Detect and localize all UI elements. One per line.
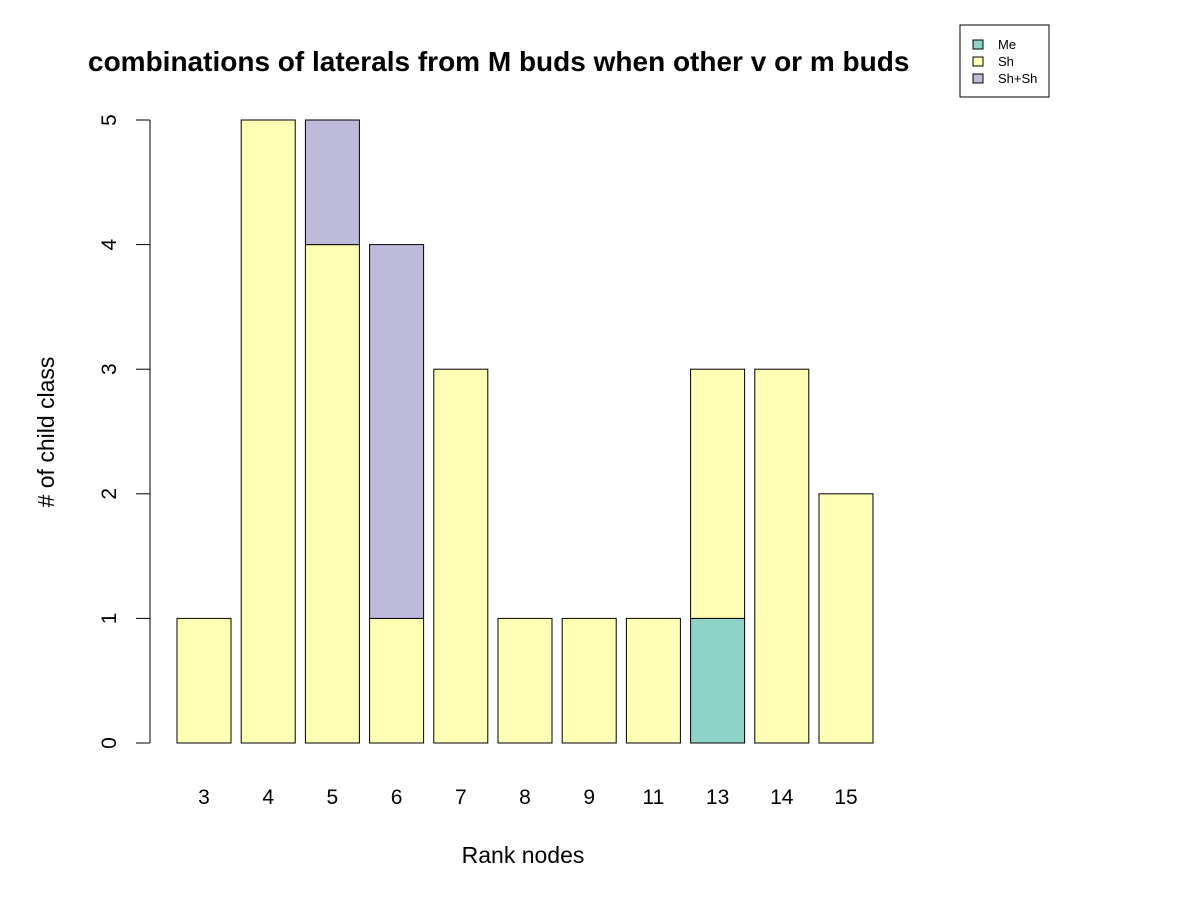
legend-label-sh-plus-sh: Sh+Sh <box>998 71 1037 86</box>
x-tick-label-14: 14 <box>770 786 794 809</box>
bar-segment-sh-5 <box>304 244 360 744</box>
legend-box <box>959 24 1050 98</box>
legend-label-sh: Sh <box>998 54 1014 69</box>
bars-layer <box>176 119 874 744</box>
bar-segment-sh-15 <box>818 493 874 744</box>
x-tick-label-8: 8 <box>519 786 531 809</box>
legend-swatch-me <box>972 39 984 50</box>
legend-swatch-sh-plus-sh <box>972 73 984 84</box>
y-tick-label-0: 0 <box>98 737 121 749</box>
bar-segment-sh-11 <box>625 617 681 744</box>
bar-segment-sh-9 <box>561 617 617 744</box>
bar-segment-sh-4 <box>240 119 296 744</box>
x-tick-label-3: 3 <box>198 786 210 809</box>
y-tick-label-1: 1 <box>98 613 121 625</box>
x-axis-tick-labels: 3 4 5 6 7 8 9 11 13 14 15 <box>198 786 858 809</box>
bar-segment-sh-6 <box>369 617 425 744</box>
y-tick-label-4: 4 <box>98 238 121 250</box>
y-axis-label: # of child class <box>33 357 59 508</box>
bar-segment-sh-13 <box>690 368 746 619</box>
y-tick-label-2: 2 <box>98 488 121 500</box>
x-tick-label-5: 5 <box>327 786 339 809</box>
y-tick-label-3: 3 <box>98 363 121 375</box>
x-tick-label-15: 15 <box>834 786 857 809</box>
legend-label-me: Me <box>998 37 1016 52</box>
bar-segment-sh-plus-sh-6 <box>369 244 425 619</box>
x-tick-label-9: 9 <box>583 786 595 809</box>
x-tick-label-11: 11 <box>642 786 664 809</box>
x-tick-label-6: 6 <box>391 786 403 809</box>
bar-segment-sh-3 <box>176 617 232 744</box>
bar-segment-sh-8 <box>497 617 553 744</box>
y-axis: 0 1 2 3 4 5 <box>98 114 151 749</box>
bar-segment-me-13 <box>690 617 746 744</box>
chart-title: combinations of laterals from M buds whe… <box>88 46 909 77</box>
x-tick-label-7: 7 <box>455 786 467 809</box>
x-tick-label-4: 4 <box>262 786 274 809</box>
legend-swatch-sh <box>972 56 984 67</box>
y-tick-label-5: 5 <box>98 114 121 126</box>
x-tick-label-13: 13 <box>706 786 729 809</box>
legend: Me Sh Sh+Sh <box>959 24 1050 98</box>
bar-segment-sh-7 <box>433 368 489 744</box>
x-axis-label: Rank nodes <box>462 842 585 868</box>
bar-segment-sh-plus-sh-5 <box>304 119 360 246</box>
bar-segment-sh-14 <box>754 368 810 744</box>
